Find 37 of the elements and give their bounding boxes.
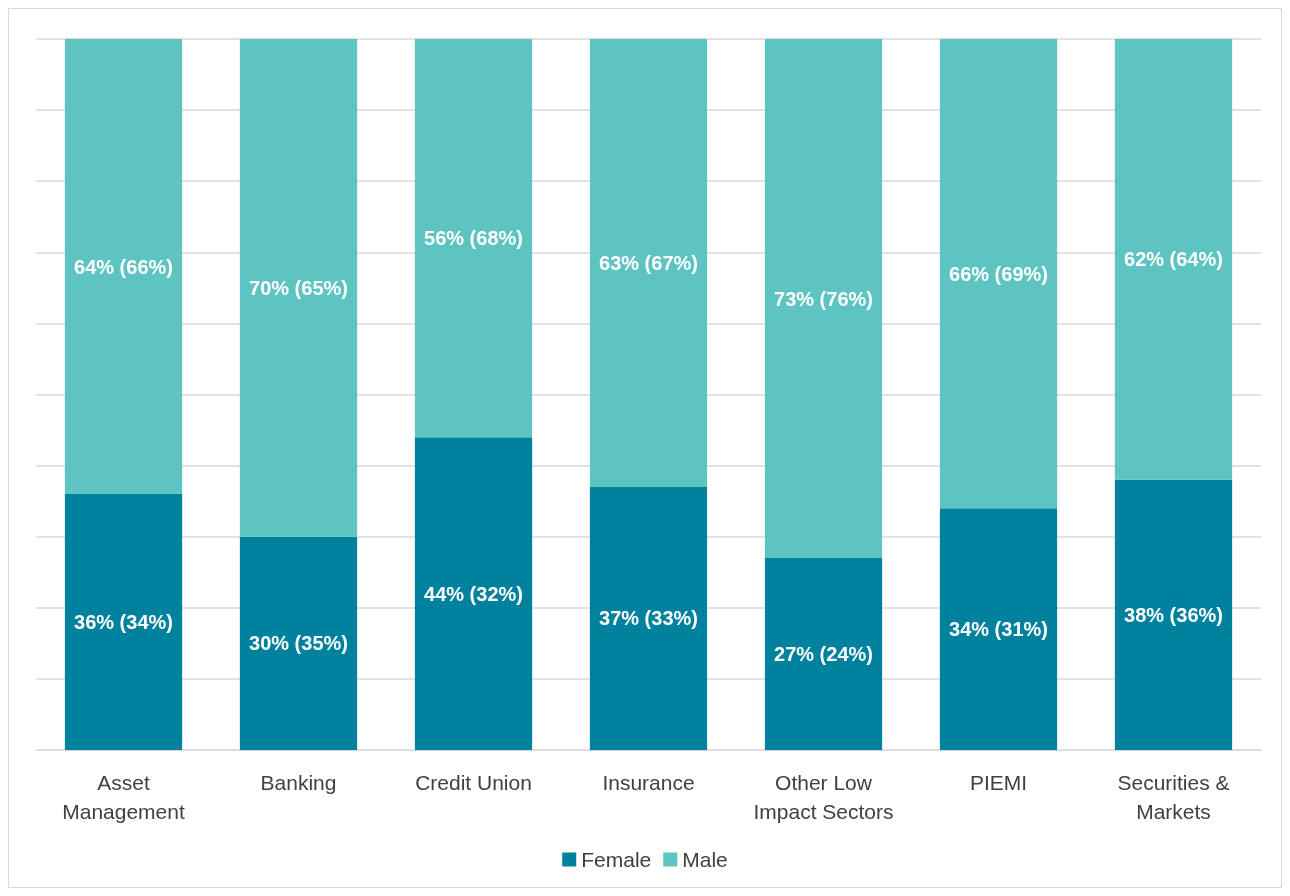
data-label: 30% (35%)	[249, 632, 348, 655]
data-label: 64% (66%)	[74, 255, 173, 278]
data-label: 63% (67%)	[599, 251, 698, 274]
bar	[1114, 479, 1233, 750]
x-tick-label: Banking	[260, 771, 337, 794]
bar	[239, 536, 358, 750]
legend-label: Male	[682, 848, 728, 871]
x-tick-label: Insurance	[602, 771, 695, 794]
bar	[64, 39, 183, 495]
x-tick-label: Securities & Markets	[1117, 771, 1230, 823]
data-label: 73% (76%)	[774, 287, 873, 310]
x-tick-label: PIEMI	[969, 771, 1028, 794]
bar	[64, 494, 183, 750]
bar	[414, 437, 533, 750]
bar	[589, 486, 708, 750]
data-label: 56% (68%)	[424, 227, 523, 250]
bar	[589, 39, 708, 487]
data-label: 36% (34%)	[74, 611, 173, 634]
x-tick-label: Credit Union	[415, 771, 532, 794]
bar	[1114, 39, 1233, 480]
legend-label: Female	[581, 848, 652, 871]
data-label: 27% (24%)	[774, 643, 873, 666]
bar	[939, 39, 1058, 509]
bar	[239, 39, 358, 537]
bar	[764, 558, 883, 750]
data-label: 62% (64%)	[1124, 248, 1223, 271]
bar	[414, 39, 533, 438]
data-label: 34% (31%)	[949, 618, 1048, 641]
bar	[764, 39, 883, 559]
data-label: 37% (33%)	[599, 607, 698, 630]
data-label: 44% (32%)	[424, 582, 523, 605]
data-label: 38% (36%)	[1124, 603, 1223, 626]
bar	[939, 508, 1058, 750]
data-label: 70% (65%)	[249, 276, 348, 299]
x-tick-label: Asset Management	[62, 771, 185, 823]
x-tick-label: Other Low Impact Sectors	[753, 771, 894, 823]
data-label: 66% (69%)	[949, 262, 1048, 285]
